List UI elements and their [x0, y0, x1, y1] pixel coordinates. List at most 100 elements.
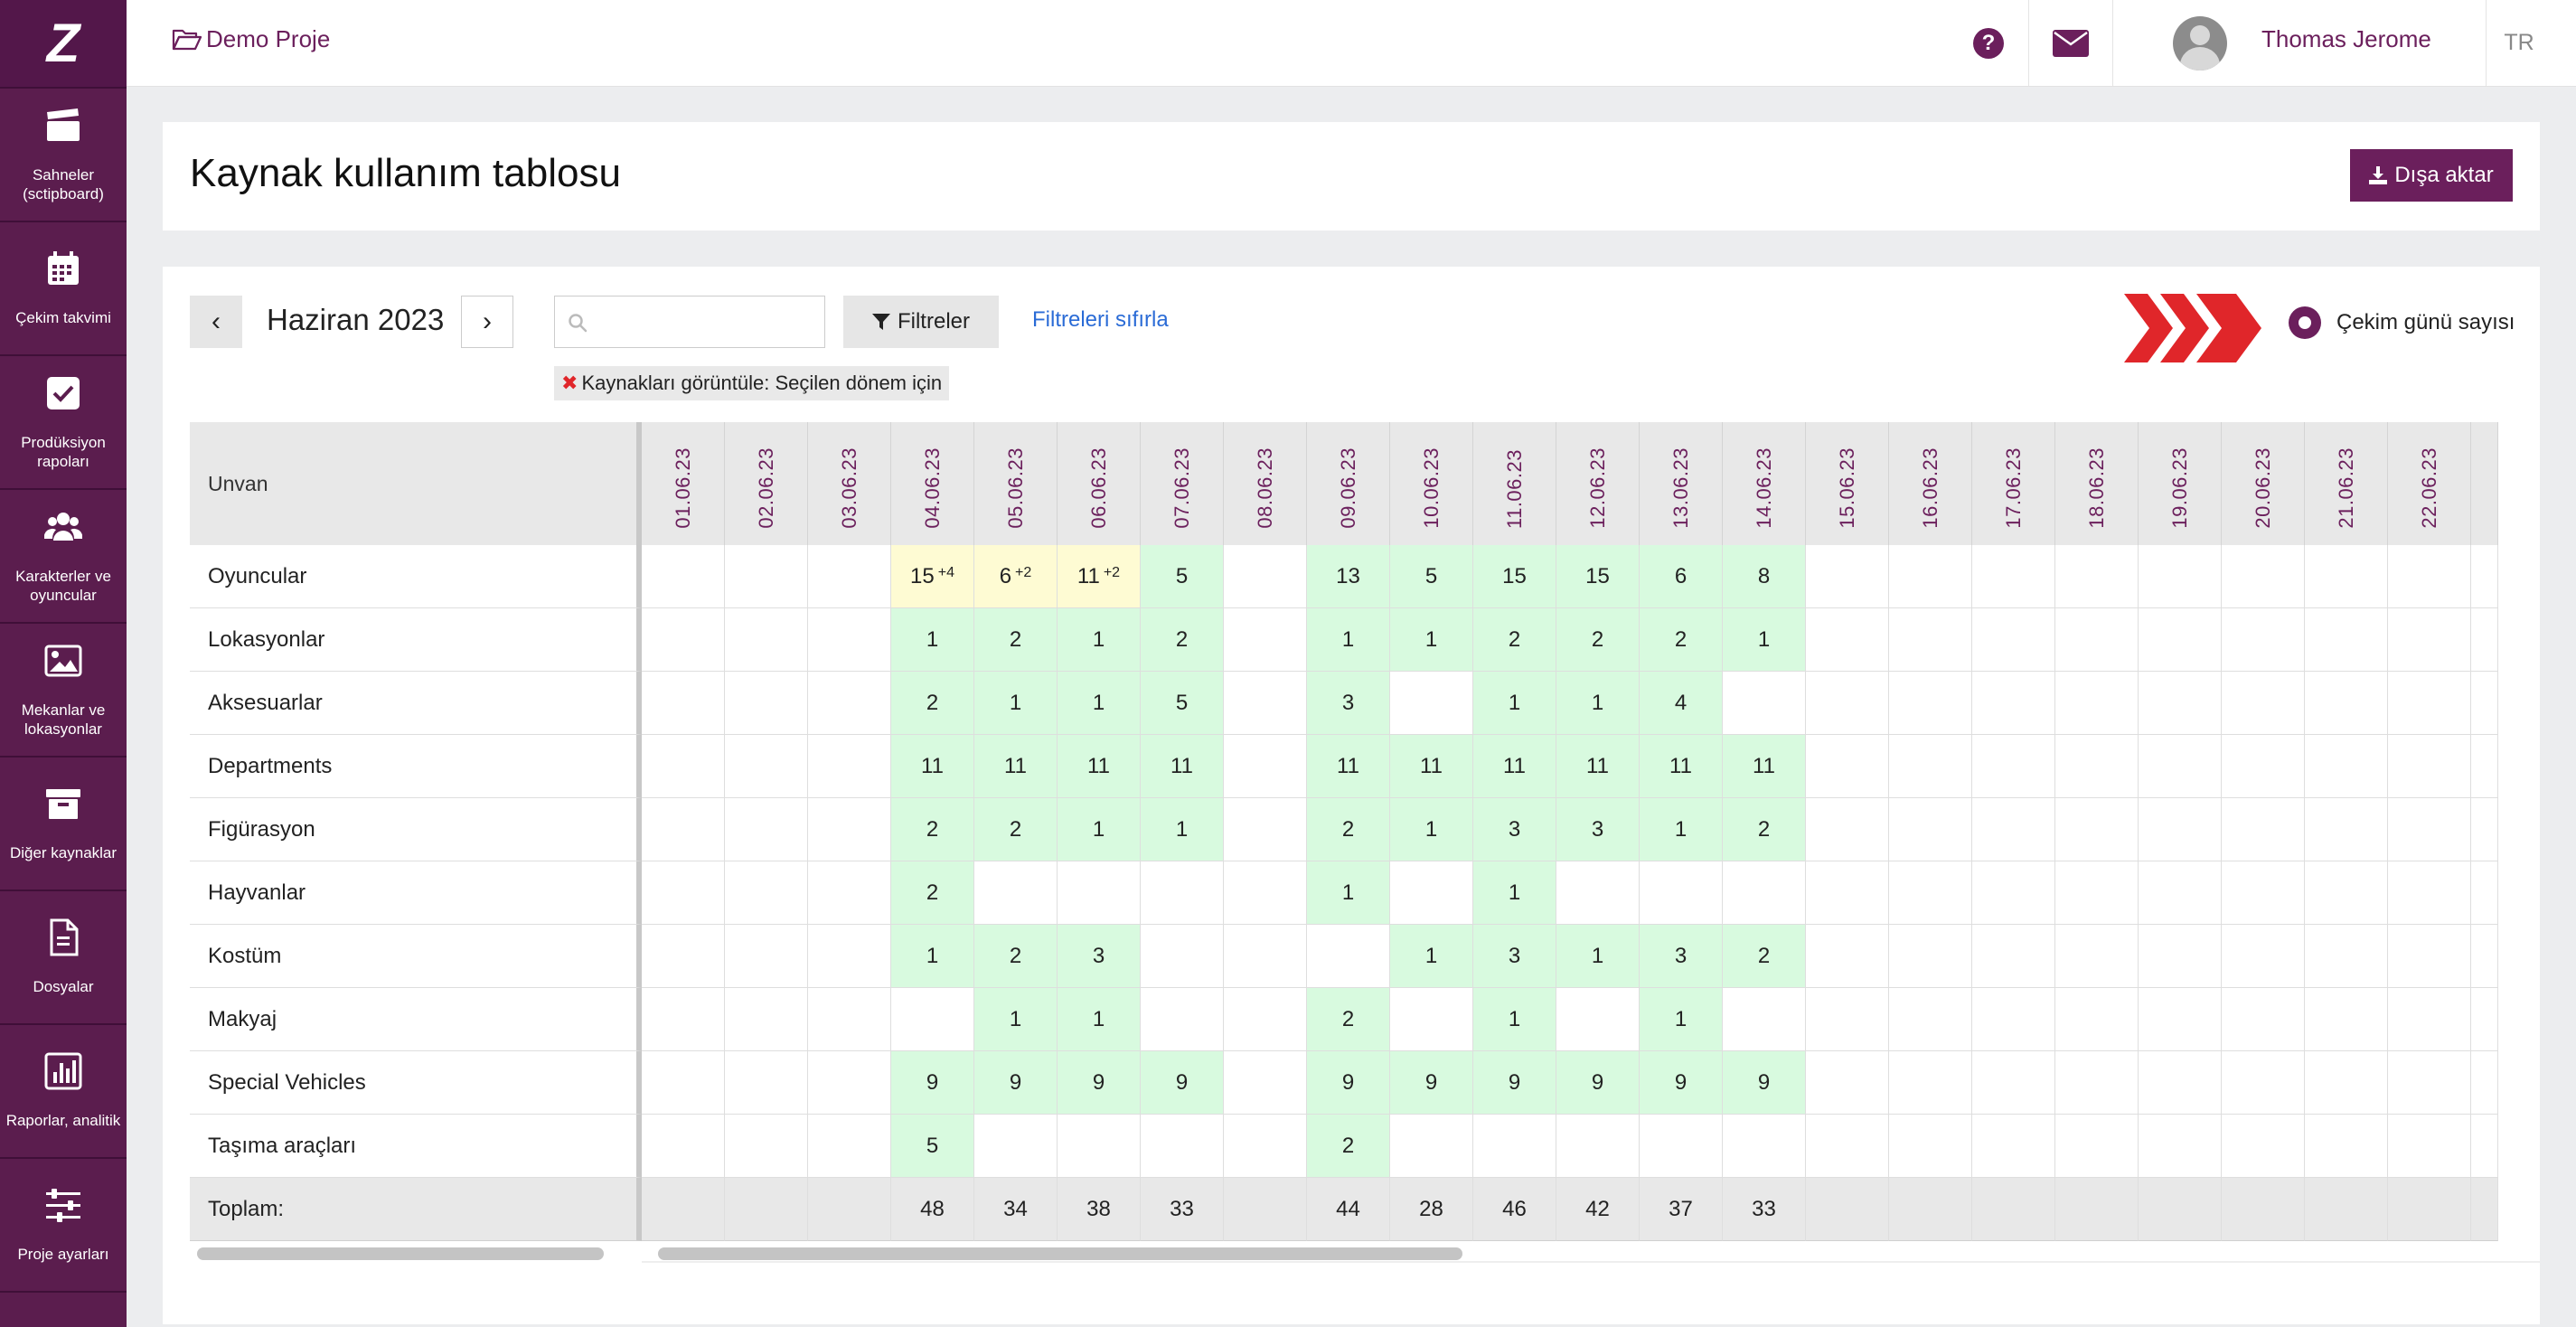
table-cell[interactable]	[1972, 1115, 2055, 1178]
table-cell[interactable]	[1889, 1051, 1972, 1115]
table-cell[interactable]	[1141, 1115, 1224, 1178]
table-cell[interactable]	[2139, 798, 2222, 861]
table-cell[interactable]: 2	[1307, 798, 1390, 861]
table-cell[interactable]	[1224, 861, 1307, 925]
table-cell[interactable]	[808, 798, 891, 861]
table-cell[interactable]	[725, 545, 808, 608]
table-cell[interactable]	[974, 861, 1058, 925]
table-cell[interactable]	[1390, 861, 1473, 925]
table-cell[interactable]	[2305, 798, 2388, 861]
table-cell[interactable]: 2	[974, 798, 1058, 861]
date-column-header[interactable]: 19.06.23	[2139, 422, 2222, 545]
table-cell[interactable]	[1390, 988, 1473, 1051]
table-cell[interactable]	[2222, 861, 2305, 925]
table-cell[interactable]: 1	[1058, 798, 1141, 861]
table-cell[interactable]: 15	[1556, 545, 1640, 608]
table-cell[interactable]	[1307, 925, 1390, 988]
table-cell[interactable]	[2055, 735, 2139, 798]
table-cell[interactable]: 1	[974, 988, 1058, 1051]
table-cell[interactable]	[1972, 735, 2055, 798]
table-cell[interactable]	[2139, 735, 2222, 798]
table-cell[interactable]	[1224, 925, 1307, 988]
date-column-header[interactable]: 04.06.23	[891, 422, 974, 545]
table-cell[interactable]: 3	[1058, 925, 1141, 988]
table-cell[interactable]	[1224, 798, 1307, 861]
table-cell[interactable]	[1972, 1051, 2055, 1115]
table-cell[interactable]	[2055, 1115, 2139, 1178]
table-cell[interactable]	[808, 608, 891, 672]
table-cell[interactable]	[2388, 545, 2471, 608]
table-cell[interactable]: 11	[1307, 735, 1390, 798]
table-cell[interactable]	[725, 1051, 808, 1115]
table-cell[interactable]: 11	[1556, 735, 1640, 798]
language-switch[interactable]: TR	[2504, 30, 2534, 55]
table-cell[interactable]	[1224, 988, 1307, 1051]
table-cell[interactable]	[1972, 861, 2055, 925]
table-cell[interactable]	[808, 861, 891, 925]
table-cell[interactable]	[2305, 988, 2388, 1051]
table-cell[interactable]: 5	[891, 1115, 974, 1178]
table-cell[interactable]: 11 +2	[1058, 545, 1141, 608]
table-cell[interactable]	[642, 545, 725, 608]
table-cell[interactable]	[725, 988, 808, 1051]
search-field[interactable]	[554, 296, 825, 348]
table-cell[interactable]: 1	[1390, 608, 1473, 672]
table-cell[interactable]	[2305, 735, 2388, 798]
previous-month-button[interactable]: ‹	[190, 296, 242, 348]
sidebar-item-archive-box[interactable]: Diğer kaynaklar	[0, 758, 127, 891]
table-cell[interactable]: 1	[1390, 798, 1473, 861]
table-cell[interactable]	[2055, 861, 2139, 925]
table-cell[interactable]: 1	[1473, 672, 1556, 735]
table-cell[interactable]	[2139, 545, 2222, 608]
table-cell[interactable]: 11	[1058, 735, 1141, 798]
date-column-header[interactable]: 13.06.23	[1640, 422, 1723, 545]
table-cell[interactable]	[2388, 798, 2471, 861]
date-column-header[interactable]: 08.06.23	[1224, 422, 1307, 545]
table-cell[interactable]	[2388, 672, 2471, 735]
table-cell[interactable]	[808, 1051, 891, 1115]
table-cell[interactable]	[1806, 1051, 1889, 1115]
table-cell[interactable]	[2388, 1115, 2471, 1178]
table-cell[interactable]	[1224, 1115, 1307, 1178]
table-cell[interactable]	[642, 1051, 725, 1115]
table-cell[interactable]	[2222, 608, 2305, 672]
table-cell[interactable]	[1390, 1115, 1473, 1178]
table-cell[interactable]	[1806, 861, 1889, 925]
table-cell[interactable]: 9	[1556, 1051, 1640, 1115]
date-column-header[interactable]: 15.06.23	[1806, 422, 1889, 545]
table-cell[interactable]: 2	[891, 861, 974, 925]
table-cell[interactable]	[642, 925, 725, 988]
next-month-button[interactable]: ›	[461, 296, 513, 348]
table-cell[interactable]: 11	[1723, 735, 1806, 798]
table-cell[interactable]	[2222, 1115, 2305, 1178]
table-cell[interactable]	[2388, 988, 2471, 1051]
sidebar-item-clapperboard[interactable]: Sahneler (sctipboard)	[0, 89, 127, 222]
table-cell[interactable]	[2388, 925, 2471, 988]
table-cell[interactable]	[2055, 1051, 2139, 1115]
date-column-header[interactable]: 09.06.23	[1307, 422, 1390, 545]
table-cell[interactable]: 6	[1640, 545, 1723, 608]
table-cell[interactable]	[1889, 1115, 1972, 1178]
table-cell[interactable]	[808, 545, 891, 608]
table-cell[interactable]: 2	[974, 608, 1058, 672]
table-cell[interactable]	[2388, 861, 2471, 925]
table-cell[interactable]: 2	[1723, 925, 1806, 988]
table-cell[interactable]	[2305, 1115, 2388, 1178]
table-cell[interactable]	[2305, 1051, 2388, 1115]
table-cell[interactable]	[1556, 861, 1640, 925]
table-cell[interactable]	[725, 925, 808, 988]
table-cell[interactable]	[1889, 545, 1972, 608]
table-cell[interactable]: 11	[891, 735, 974, 798]
table-cell[interactable]	[1224, 608, 1307, 672]
table-cell[interactable]	[1141, 861, 1224, 925]
table-cell[interactable]	[1224, 1051, 1307, 1115]
table-cell[interactable]	[1224, 735, 1307, 798]
table-cell[interactable]	[2139, 672, 2222, 735]
table-cell[interactable]	[725, 608, 808, 672]
table-cell[interactable]	[1972, 545, 2055, 608]
sidebar-item-bar-chart[interactable]: Raporlar, analitik	[0, 1025, 127, 1159]
table-cell[interactable]	[2222, 1051, 2305, 1115]
table-cell[interactable]: 2	[1307, 1115, 1390, 1178]
table-cell[interactable]	[1806, 672, 1889, 735]
table-cell[interactable]	[1972, 925, 2055, 988]
